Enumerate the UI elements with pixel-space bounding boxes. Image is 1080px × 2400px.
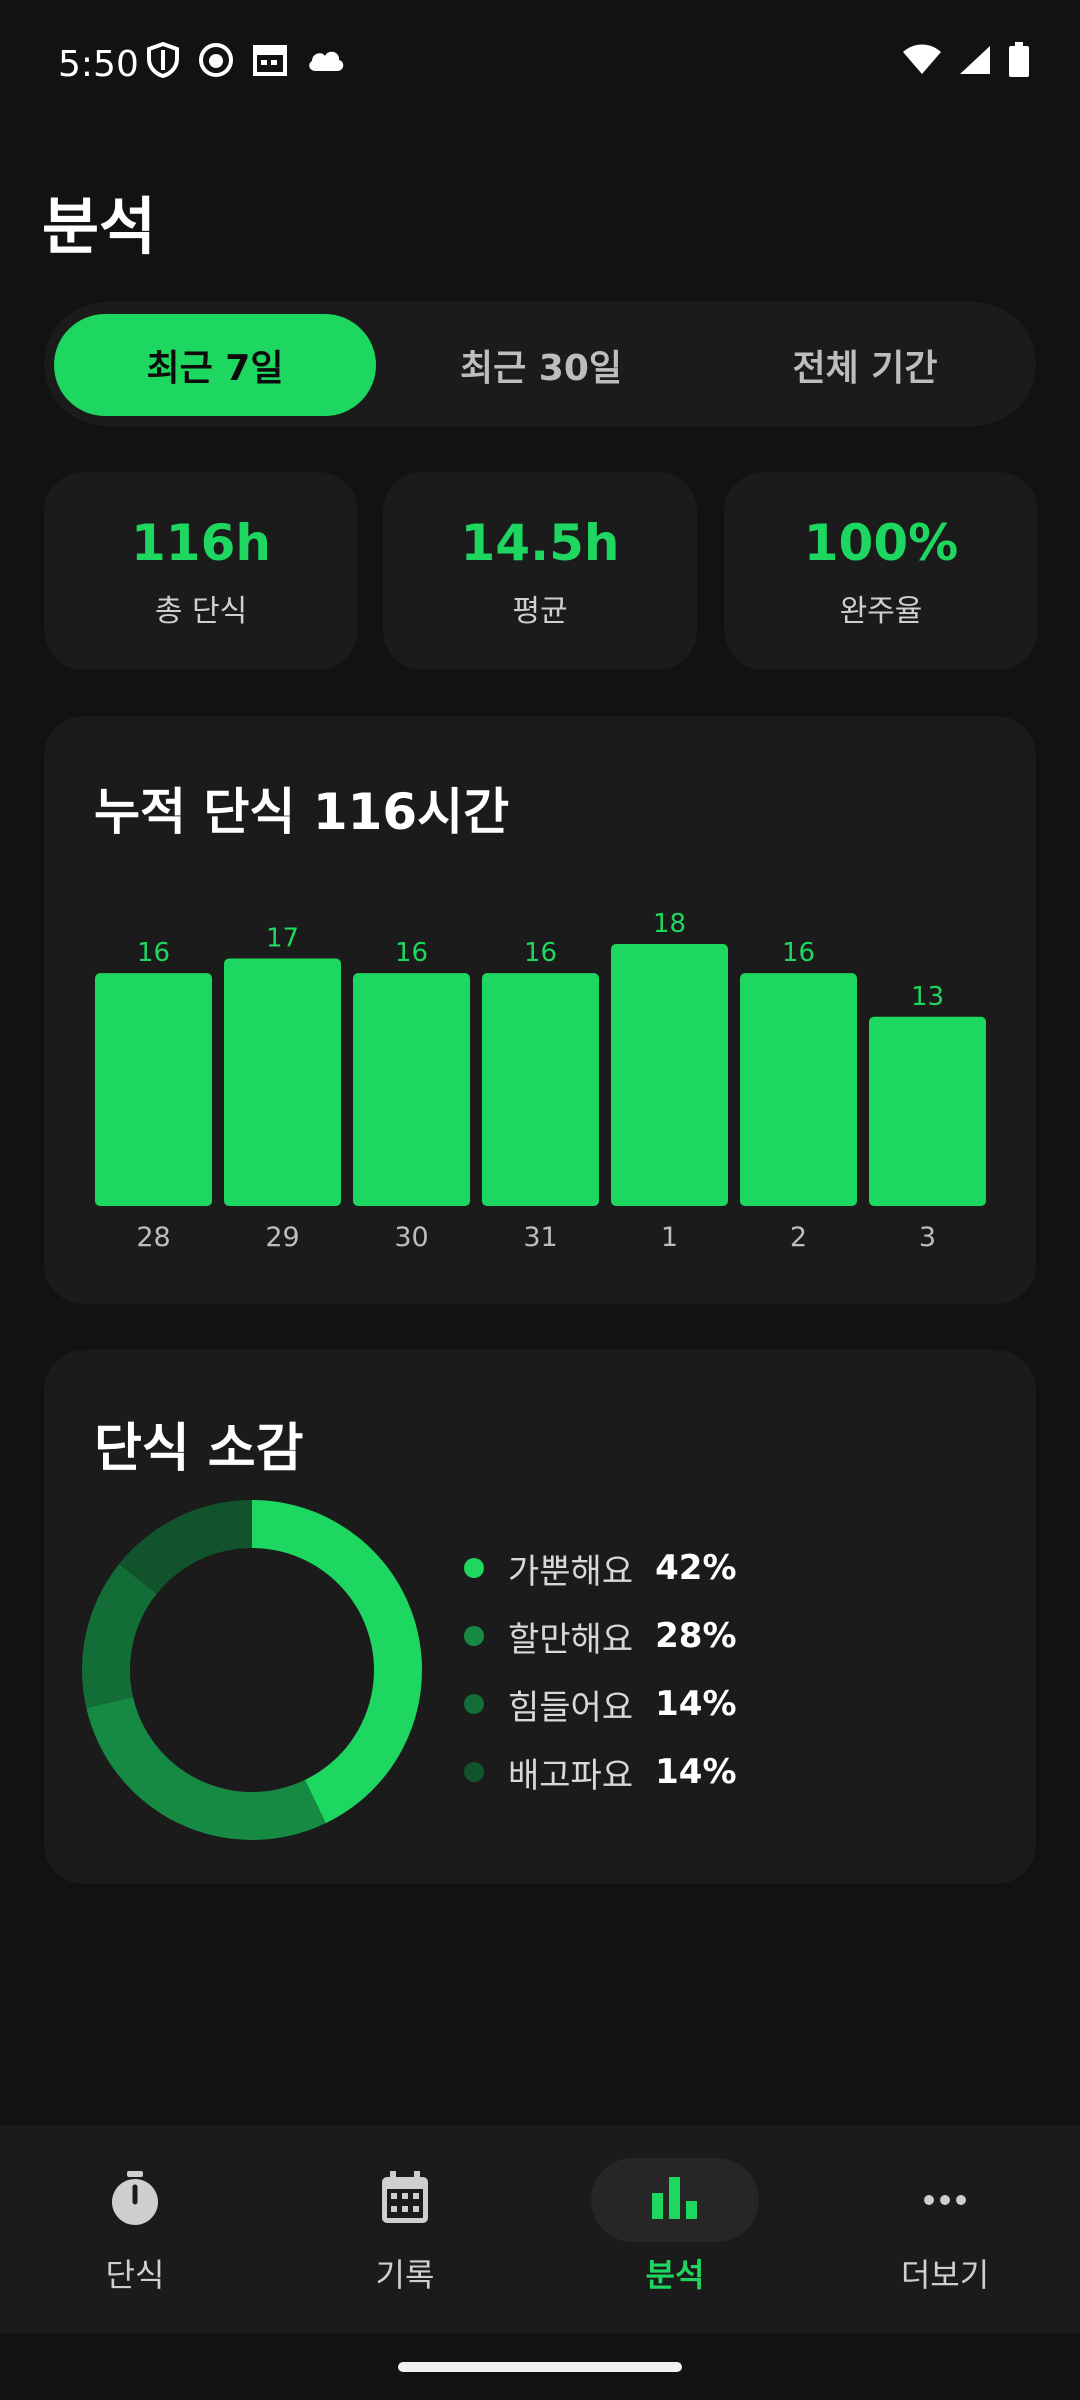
legend-item: 힘들어요 14% bbox=[464, 1670, 737, 1738]
nav-label: 기록 bbox=[375, 2256, 435, 2294]
bar-30 bbox=[353, 973, 470, 1206]
nav-item-records[interactable]: 기록 bbox=[270, 2126, 540, 2334]
stat-label: 총 단식 bbox=[154, 594, 248, 629]
bar-value-label: 16 bbox=[782, 938, 815, 968]
x-tick-label: 1 bbox=[661, 1222, 678, 1253]
legend-dot bbox=[464, 1626, 484, 1646]
cloud-icon bbox=[306, 45, 346, 79]
donut-slice-4 bbox=[119, 1500, 252, 1594]
stat-card-completion: 100% 완주율 bbox=[724, 472, 1038, 670]
bar-value-label: 18 bbox=[653, 909, 686, 939]
nav-item-analysis[interactable]: 분석 bbox=[540, 2126, 810, 2334]
legend-item: 배고파요 14% bbox=[464, 1738, 737, 1806]
donut-slice-1 bbox=[252, 1500, 422, 1824]
wifi-icon bbox=[902, 44, 942, 80]
legend-item: 할만해요 28% bbox=[464, 1602, 737, 1670]
bar-value-label: 16 bbox=[395, 938, 428, 968]
bar-value-label: 16 bbox=[524, 938, 557, 968]
mood-donut-chart bbox=[82, 1500, 422, 1840]
legend-dot bbox=[464, 1558, 484, 1578]
nav-label: 단식 bbox=[105, 2256, 165, 2294]
mood-title: 단식 소감 bbox=[94, 1419, 304, 1479]
tab-last-30-days[interactable]: 최근 30일 bbox=[460, 348, 622, 389]
bar-3 bbox=[869, 1016, 986, 1206]
x-tick-label: 2 bbox=[790, 1222, 807, 1253]
page-title: 분석 bbox=[42, 190, 157, 263]
tab-last-7-days[interactable]: 최근 7일 bbox=[54, 314, 376, 416]
chart-title: 누적 단식 116시간 bbox=[94, 783, 510, 841]
app-icon bbox=[198, 42, 234, 82]
mood-legend: 가뿐해요 42% 할만해요 28% 힘들어요 14% 배고파요 14% bbox=[464, 1534, 737, 1806]
stat-label: 평균 bbox=[512, 594, 568, 629]
x-tick-label: 31 bbox=[523, 1222, 557, 1253]
stat-card-total: 116h 총 단식 bbox=[44, 472, 358, 670]
nav-item-more[interactable]: 더보기 bbox=[810, 2126, 1080, 2334]
stat-value: 14.5h bbox=[460, 514, 620, 572]
stat-value: 100% bbox=[803, 514, 959, 572]
status-icons-left bbox=[146, 41, 346, 82]
status-bar: 5:50 bbox=[0, 0, 1080, 130]
donut-slice-3 bbox=[82, 1564, 157, 1708]
home-indicator bbox=[398, 2362, 682, 2372]
nav-item-fasting[interactable]: 단식 bbox=[0, 2126, 270, 2334]
stat-card-average: 14.5h 평균 bbox=[383, 472, 697, 670]
calendar-icon bbox=[252, 42, 288, 82]
legend-dot bbox=[464, 1762, 484, 1782]
battery-icon bbox=[1008, 42, 1030, 82]
legend-pct: 42% bbox=[655, 1548, 737, 1588]
legend-label: 할만해요 bbox=[508, 1619, 634, 1660]
cumulative-fasting-card: 누적 단식 116시간 16 28 17 29 16 30 16 31 18 1 16 2 13 3 bbox=[44, 716, 1036, 1304]
donut-slice-2 bbox=[86, 1697, 326, 1840]
stat-value: 116h bbox=[131, 514, 271, 572]
bar-2 bbox=[740, 973, 857, 1206]
nav-label: 더보기 bbox=[900, 2256, 990, 2294]
nav-label: 분석 bbox=[645, 2256, 705, 2294]
bottom-nav: 단식 기록 분석 더보기 bbox=[0, 2126, 1080, 2334]
bar-31 bbox=[482, 973, 599, 1206]
bar-chart-icon bbox=[652, 2177, 698, 2223]
bar-1 bbox=[611, 944, 728, 1206]
legend-label: 배고파요 bbox=[508, 1755, 634, 1796]
bar-29 bbox=[224, 958, 341, 1206]
bar-28 bbox=[95, 973, 212, 1206]
x-tick-label: 28 bbox=[136, 1222, 170, 1253]
period-tabs: 최근 7일 최근 30일 전체 기간 bbox=[44, 302, 1036, 426]
legend-dot bbox=[464, 1694, 484, 1714]
legend-pct: 28% bbox=[655, 1616, 737, 1656]
legend-label: 가뿐해요 bbox=[508, 1551, 634, 1592]
more-icon bbox=[923, 2191, 967, 2210]
stat-label: 완주율 bbox=[839, 594, 923, 629]
x-tick-label: 29 bbox=[265, 1222, 299, 1253]
legend-item: 가뿐해요 42% bbox=[464, 1534, 737, 1602]
legend-label: 힘들어요 bbox=[508, 1687, 634, 1728]
x-tick-label: 30 bbox=[394, 1222, 428, 1253]
bar-value-label: 13 bbox=[911, 982, 944, 1012]
fasting-feedback-card: 단식 소감 가뿐해요 42% 할만해요 28% 힘들어요 14% 배고파요 14… bbox=[44, 1350, 1036, 1884]
bar-value-label: 16 bbox=[137, 938, 170, 968]
legend-pct: 14% bbox=[655, 1684, 737, 1724]
tab-all-time[interactable]: 전체 기간 bbox=[792, 348, 938, 389]
status-icons-right bbox=[902, 42, 1030, 82]
shield-icon bbox=[146, 41, 180, 82]
status-time: 5:50 bbox=[58, 44, 139, 85]
bar-value-label: 17 bbox=[266, 924, 299, 954]
x-tick-label: 3 bbox=[919, 1222, 936, 1253]
bar-chart: 16 28 17 29 16 30 16 31 18 1 16 2 13 3 bbox=[95, 909, 986, 1253]
signal-icon bbox=[958, 44, 992, 80]
calendar-icon bbox=[380, 2171, 430, 2229]
timer-icon bbox=[108, 2169, 162, 2231]
legend-pct: 14% bbox=[655, 1752, 737, 1792]
